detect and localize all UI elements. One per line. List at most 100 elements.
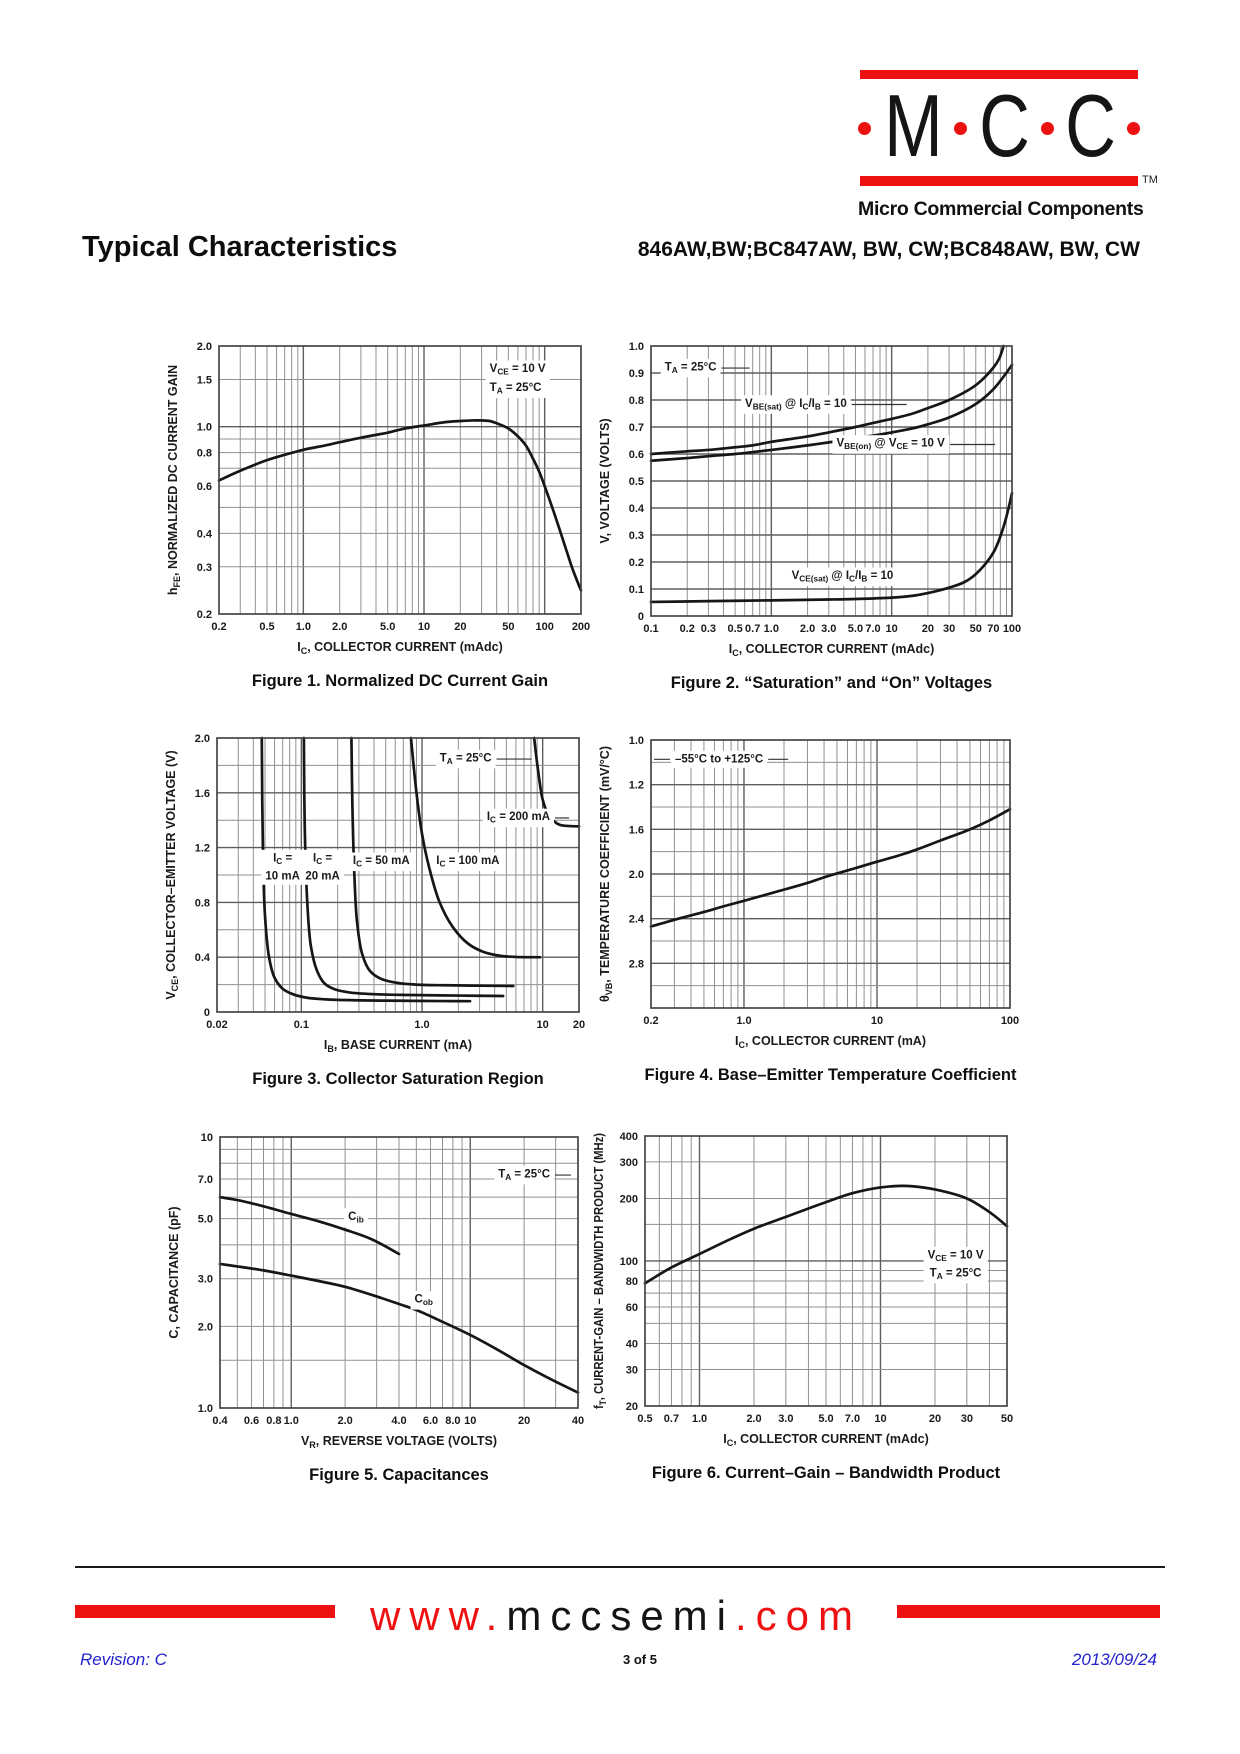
y-tick-label: 0.6 — [197, 481, 212, 493]
fig2-chart: TA​ = 25°C VBE(sat)​ @ IC​/IB​ = 10 VBE(on… — [598, 341, 1021, 692]
plot-frame — [650, 345, 1013, 617]
annotation: IC​ = 100 mA — [432, 852, 504, 872]
annotation-text: VCE​ = 10 V — [928, 1249, 984, 1263]
y-tick-label: 1.0 — [197, 422, 212, 434]
annotation: IC​ = 50 mA — [348, 852, 414, 872]
annotation-box — [410, 1291, 437, 1310]
x-tick-label: 5.0 — [818, 1413, 833, 1425]
annotation: –55°C to +125°C — [654, 750, 789, 768]
curve-2 — [649, 491, 1014, 604]
grid — [220, 1137, 578, 1408]
y-tick-label: 0.8 — [629, 395, 644, 407]
x-tick-label: 4.0 — [391, 1415, 406, 1427]
logo-subtitle: Micro Commercial Components — [858, 198, 1144, 220]
grid — [219, 346, 581, 614]
y-tick-label: 0.4 — [195, 952, 211, 964]
annotation-box — [671, 750, 768, 768]
curve-1 — [218, 1262, 580, 1394]
annotation-text: VCE(sat)​ @ IC​/IB​ = 10 — [792, 570, 894, 584]
curve-0 — [649, 344, 1005, 456]
x-tick-label: 2.0 — [332, 621, 347, 633]
logo-bottom-bar — [860, 176, 1138, 186]
x-axis-title: IC​, COLLECTOR CURRENT (mAdc) — [729, 642, 935, 658]
figure-caption: Figure 5. Capacitances — [309, 1466, 489, 1484]
y-tick-label: 0.7 — [629, 422, 644, 434]
y-tick-label: 0.1 — [629, 584, 644, 596]
x-tick-label: 30 — [961, 1413, 973, 1425]
annotation-box — [741, 395, 851, 414]
y-tick-label: 1.2 — [629, 780, 644, 792]
x-tick-label: 10 — [418, 621, 430, 633]
annotation: VBE(sat)​ @ IC​/IB​ = 10 — [741, 395, 907, 414]
annotation-text: VBE(sat)​ @ IC​/IB​ = 10 — [745, 398, 847, 412]
plot-frame — [644, 1135, 1008, 1407]
revision-label: Revision: C — [80, 1650, 167, 1669]
figure-caption: Figure 2. “Saturation” and “On” Voltages — [671, 674, 992, 692]
x-tick-label: 0.5 — [637, 1413, 652, 1425]
annotation-box — [923, 1246, 988, 1284]
x-tick-label: 10 — [537, 1019, 549, 1031]
x-tick-label: 5.0 — [848, 623, 863, 635]
curve-0 — [260, 736, 472, 1003]
curves — [218, 1195, 580, 1394]
tick-labels: 0.02 0.1 1.0 10 20 2.0 1.6 1.2 0.8 0.4 0 — [195, 733, 585, 1031]
logo-letter-c1: C — [979, 76, 1030, 175]
plot-frame — [216, 737, 580, 1013]
y-tick-label: 0.5 — [629, 476, 644, 488]
page-indicator: 3 of 5 — [623, 1652, 657, 1667]
x-tick-label: 1.0 — [692, 1413, 707, 1425]
y-tick-label: 1.6 — [629, 824, 644, 836]
figure-caption: Figure 3. Collector Saturation Region — [252, 1070, 544, 1088]
footer-red-bar-right — [897, 1605, 1160, 1618]
x-tick-label: 2.0 — [337, 1415, 352, 1427]
y-tick-label: 20 — [626, 1401, 638, 1413]
figure-caption: Figure 6. Current–Gain – Bandwidth Produ… — [652, 1464, 1001, 1482]
x-axis-title: IC​, COLLECTOR CURRENT (mAdc) — [723, 1432, 929, 1448]
x-tick-label: 0.02 — [206, 1019, 227, 1031]
x-tick-label: 20 — [454, 621, 466, 633]
y-tick-label: 0.3 — [197, 562, 212, 574]
x-tick-label: 30 — [943, 623, 955, 635]
mcc-logo: M C C — [858, 76, 1140, 175]
x-tick-label: 50 — [1001, 1413, 1013, 1425]
annotation-text: IC​ = 100 mA — [436, 855, 499, 869]
y-tick-label: 10 — [201, 1132, 213, 1144]
footer-rule — [75, 1566, 1165, 1568]
x-tick-label: 0.6 — [244, 1415, 259, 1427]
y-axis-title: θVB​, TEMPERATURE COEFFICIENT (mV/°C) — [598, 746, 614, 1002]
x-tick-label: 0.2 — [680, 623, 695, 635]
x-tick-label: 7.0 — [865, 623, 880, 635]
x-tick-label: 50 — [970, 623, 982, 635]
annotation: TA​ = 25°C — [435, 749, 532, 769]
y-tick-label: 80 — [626, 1276, 638, 1288]
annotation-box — [482, 808, 555, 828]
y-tick-label: 300 — [620, 1157, 638, 1169]
curves — [649, 344, 1014, 604]
annotation-box — [301, 849, 344, 885]
y-tick-label: 40 — [626, 1339, 638, 1351]
x-tick-label: 0.5 — [259, 621, 274, 633]
annotation: TA​ = 25°C — [494, 1165, 572, 1185]
plot-frame — [650, 739, 1011, 1009]
y-tick-label: 0.6 — [629, 449, 644, 461]
footer-red-bar-left — [75, 1605, 335, 1618]
y-tick-label: 1.2 — [195, 843, 210, 855]
x-tick-label: 0.4 — [212, 1415, 228, 1427]
figure-caption: Figure 1. Normalized DC Current Gain — [252, 672, 548, 690]
x-tick-label: 20 — [922, 623, 934, 635]
fig4-chart: –55°C to +125°C 0.2 1.0 10 100 1.0 1.2 1.6 2.0 2.… — [598, 735, 1019, 1084]
y-tick-label: 0.4 — [197, 528, 213, 540]
y-tick-label: 0 — [638, 611, 644, 623]
y-tick-label: 0 — [204, 1007, 210, 1019]
annotation-box — [660, 358, 721, 378]
curve-3 — [409, 736, 542, 959]
annotation: VCE​ = 10 V TA​ = 25°C — [923, 1246, 988, 1284]
logo-top-bar — [860, 70, 1138, 79]
y-tick-label: 1.0 — [198, 1403, 213, 1415]
x-tick-label: 7.0 — [845, 1413, 860, 1425]
tick-labels: 0.2 0.5 1.0 2.0 5.0 10 20 50 100 200 2.0 1.5 1.0 0.8 0… — [197, 341, 590, 633]
x-axis-title: IC​, COLLECTOR CURRENT (mA) — [735, 1034, 926, 1050]
annotation-text: IC​ = 50 mA — [353, 855, 410, 869]
tick-labels: 0.5 0.7 1.0 2.0 3.0 5.0 7.0 10 20 30 50 400 300 200 10… — [620, 1131, 1013, 1425]
y-tick-label: 0.9 — [629, 368, 644, 380]
